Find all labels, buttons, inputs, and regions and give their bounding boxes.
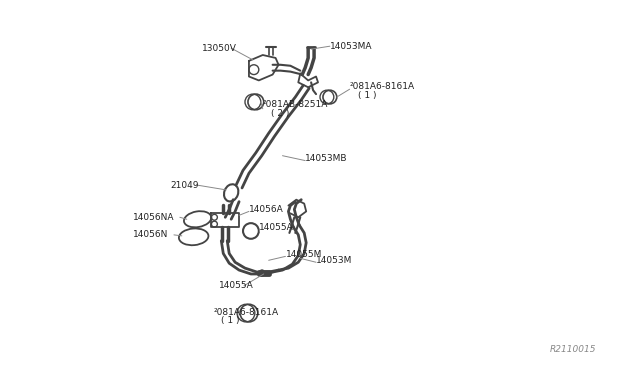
Text: 14056N: 14056N <box>132 230 168 239</box>
Text: 14056NA: 14056NA <box>132 213 174 222</box>
Text: ( 2 ): ( 2 ) <box>271 109 289 118</box>
Text: 14053MA: 14053MA <box>330 42 372 51</box>
Text: R2110015: R2110015 <box>550 345 596 354</box>
Text: 14055M: 14055M <box>285 250 322 259</box>
Text: 13050V: 13050V <box>202 44 236 53</box>
Text: 14053M: 14053M <box>316 256 353 265</box>
Text: 14055A: 14055A <box>259 222 294 231</box>
Text: 21049: 21049 <box>170 180 198 189</box>
Text: 14053MB: 14053MB <box>305 154 348 163</box>
Text: ²081AB-8251A: ²081AB-8251A <box>263 100 328 109</box>
Text: ²081A6-8161A: ²081A6-8161A <box>213 308 278 317</box>
Text: 14055A: 14055A <box>220 281 254 290</box>
Text: 14056A: 14056A <box>249 205 284 214</box>
Text: ²081A6-8161A: ²081A6-8161A <box>349 82 415 91</box>
Text: ( 1 ): ( 1 ) <box>358 91 376 100</box>
Text: ( 1 ): ( 1 ) <box>221 317 240 326</box>
